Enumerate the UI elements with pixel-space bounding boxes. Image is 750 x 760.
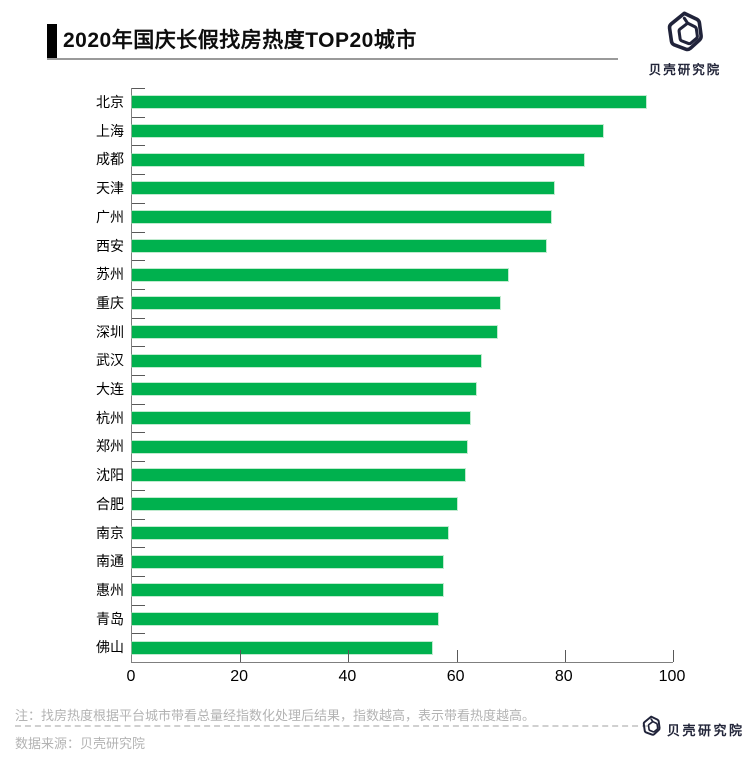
y-label: 南通: [96, 553, 124, 570]
x-label: 80: [554, 668, 573, 685]
y-tick: [132, 403, 145, 405]
y-label: 西安: [96, 237, 124, 254]
y-tick: [132, 346, 145, 348]
bar: [132, 440, 468, 453]
bar: [132, 125, 603, 138]
y-axis-labels: 北京上海成都天津广州西安苏州重庆深圳武汉大连杭州郑州沈阳合肥南京南通惠州青岛佛山: [0, 88, 124, 662]
bar: [132, 325, 498, 338]
page-title: 2020年国庆长假找房热度TOP20城市: [63, 29, 417, 52]
x-label: 20: [230, 668, 249, 685]
y-tick: [132, 633, 145, 635]
y-label: 杭州: [96, 409, 124, 426]
beike-shell-icon: [641, 715, 662, 743]
y-tick: [132, 260, 145, 262]
data-source: 数据来源：贝壳研究院: [15, 736, 146, 751]
y-label: 苏州: [96, 266, 124, 283]
x-tick: [673, 650, 674, 662]
footnote: 注：找房热度根据平台城市带看总量经指数化处理后结果，指数越高，表示带看热度越高。: [15, 708, 536, 723]
bar: [132, 96, 646, 109]
brand-logo-bottom: 贝壳研究院: [641, 714, 747, 744]
y-tick: [132, 518, 145, 520]
x-axis-labels: 0 20 40 60 80 100: [127, 668, 686, 690]
y-label: 上海: [96, 122, 124, 139]
x-label: 100: [658, 668, 686, 685]
plot-area: [131, 88, 674, 663]
bar: [132, 641, 433, 654]
y-label: 青岛: [96, 610, 124, 627]
bar: [132, 412, 471, 425]
bar: [132, 469, 465, 482]
y-label: 郑州: [96, 438, 124, 455]
brand-name-bottom: 贝壳研究院: [667, 722, 745, 738]
y-tick: [132, 288, 145, 290]
y-label: 佛山: [96, 639, 124, 656]
y-tick: [132, 174, 145, 176]
y-label: 南京: [96, 524, 124, 541]
y-tick: [132, 231, 145, 233]
beike-shell-icon: [630, 10, 740, 56]
y-tick: [132, 575, 145, 577]
y-tick: [132, 375, 145, 376]
y-tick: [132, 145, 145, 147]
bar: [132, 526, 449, 539]
bar: [132, 612, 438, 625]
y-label: 天津: [96, 180, 124, 197]
y-label: 惠州: [96, 581, 124, 598]
bar: [132, 239, 546, 252]
y-label: 沈阳: [96, 467, 124, 484]
y-tick: [132, 461, 145, 463]
title-accent-block: [47, 24, 57, 58]
brand-logo-top: 贝壳研究院: [630, 10, 740, 82]
y-label: 大连: [96, 381, 124, 397]
x-tick: [564, 650, 566, 662]
y-tick: [132, 116, 145, 118]
y-label: 武汉: [96, 352, 124, 369]
y-label: 北京: [96, 94, 124, 110]
bar: [132, 182, 554, 195]
y-label: 合肥: [96, 495, 124, 512]
y-label: 重庆: [96, 294, 124, 311]
bar: [132, 584, 444, 597]
bar: [132, 383, 476, 396]
y-tick: [132, 317, 145, 319]
header-divider: [47, 58, 618, 60]
y-tick: [132, 604, 145, 606]
bar: [132, 555, 444, 568]
bar: [132, 354, 481, 367]
y-label: 广州: [96, 208, 124, 225]
bar: [132, 268, 508, 281]
bar: [132, 211, 552, 224]
footer-dashed-divider: [15, 725, 648, 727]
x-tick: [240, 650, 242, 662]
x-tick: [456, 650, 458, 662]
x-label: 0: [126, 668, 136, 685]
bar: [132, 297, 500, 310]
y-label: 成都: [96, 151, 124, 168]
x-label: 40: [338, 668, 357, 685]
bar: [132, 153, 584, 166]
x-label: 60: [446, 668, 465, 685]
y-tick: [132, 489, 145, 491]
y-tick: [132, 202, 145, 204]
x-tick: [348, 650, 350, 662]
y-tick: [132, 88, 145, 89]
y-tick: [132, 432, 145, 434]
y-tick: [132, 547, 145, 549]
y-label: 深圳: [96, 323, 124, 340]
brand-name-top: 贝壳研究院: [648, 63, 722, 77]
bar: [132, 498, 457, 511]
